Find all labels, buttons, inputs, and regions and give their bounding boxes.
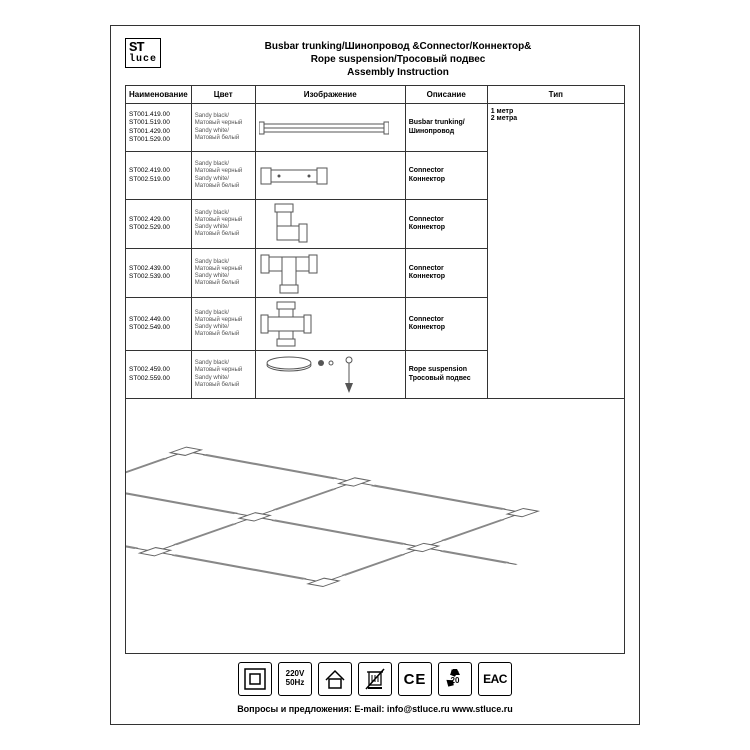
logo-line2: luce <box>129 55 157 65</box>
th-type: Тип <box>487 86 624 104</box>
cell-image <box>255 104 405 152</box>
cell-color: Sandy black/Матовый черныйSandy white/Ма… <box>191 298 255 351</box>
cert-indoor-icon <box>318 662 352 696</box>
logo-line1: ST <box>129 41 157 55</box>
cert-volt-icon: 220V50Hz <box>278 662 312 696</box>
cell-desc: Rope suspensionТросовый подвес <box>405 351 487 399</box>
header: ST luce Busbar trunking/Шинопровод &Conn… <box>125 38 625 79</box>
table-row: ST001.419.00ST001.519.00ST001.429.00ST00… <box>126 104 625 152</box>
cell-color: Sandy black/Матовый черныйSandy white/Ма… <box>191 104 255 152</box>
cell-name: ST001.419.00ST001.519.00ST001.429.00ST00… <box>126 104 192 152</box>
cert-ce-icon: CE <box>398 662 432 696</box>
cell-name: ST002.419.00ST002.519.00 <box>126 152 192 200</box>
table-header-row: Наименование Цвет Изображение Описание Т… <box>126 86 625 104</box>
th-image: Изображение <box>255 86 405 104</box>
cert-recycle-icon: 20 <box>438 662 472 696</box>
cell-desc: ConnectorКоннектор <box>405 298 487 351</box>
cell-image <box>255 351 405 399</box>
assembly-diagram <box>125 399 625 654</box>
cell-type: 1 метр2 метра <box>487 104 624 399</box>
svg-text:20: 20 <box>451 676 460 685</box>
title-line2: Rope suspension/Тросовый подвес <box>171 53 625 66</box>
cell-image <box>255 200 405 249</box>
cell-desc: ConnectorКоннектор <box>405 200 487 249</box>
cell-desc: Busbar trunking/Шинопровод <box>405 104 487 152</box>
instruction-page: ST luce Busbar trunking/Шинопровод &Conn… <box>110 25 640 725</box>
cert-class2-icon <box>238 662 272 696</box>
cert-nobin-icon <box>358 662 392 696</box>
cell-name: ST002.429.00ST002.529.00 <box>126 200 192 249</box>
cell-desc: ConnectorКоннектор <box>405 249 487 298</box>
cell-color: Sandy black/Матовый черныйSandy white/Ма… <box>191 152 255 200</box>
cell-image <box>255 298 405 351</box>
cell-image <box>255 249 405 298</box>
th-name: Наименование <box>126 86 192 104</box>
cell-color: Sandy black/Матовый черныйSandy white/Ма… <box>191 200 255 249</box>
assembly-svg <box>126 399 624 653</box>
cell-name: ST002.459.00ST002.559.00 <box>126 351 192 399</box>
footer-contact: Вопросы и предложения: E-mail: info@stlu… <box>125 702 625 716</box>
title-line1: Busbar trunking/Шинопровод &Connector/Ко… <box>171 40 625 53</box>
cell-color: Sandy black/Матовый черныйSandy white/Ма… <box>191 351 255 399</box>
cell-name: ST002.449.00ST002.549.00 <box>126 298 192 351</box>
cell-color: Sandy black/Матовый черныйSandy white/Ма… <box>191 249 255 298</box>
parts-table: Наименование Цвет Изображение Описание Т… <box>125 85 625 399</box>
cell-name: ST002.439.00ST002.539.00 <box>126 249 192 298</box>
cell-desc: ConnectorКоннектор <box>405 152 487 200</box>
certification-row: 220V50Hz CE 20 EAC <box>125 662 625 696</box>
cell-image <box>255 152 405 200</box>
title-line3: Assembly Instruction <box>171 66 625 79</box>
brand-logo: ST luce <box>125 38 161 68</box>
th-color: Цвет <box>191 86 255 104</box>
page-title: Busbar trunking/Шинопровод &Connector/Ко… <box>171 38 625 79</box>
th-desc: Описание <box>405 86 487 104</box>
cert-eac-icon: EAC <box>478 662 512 696</box>
